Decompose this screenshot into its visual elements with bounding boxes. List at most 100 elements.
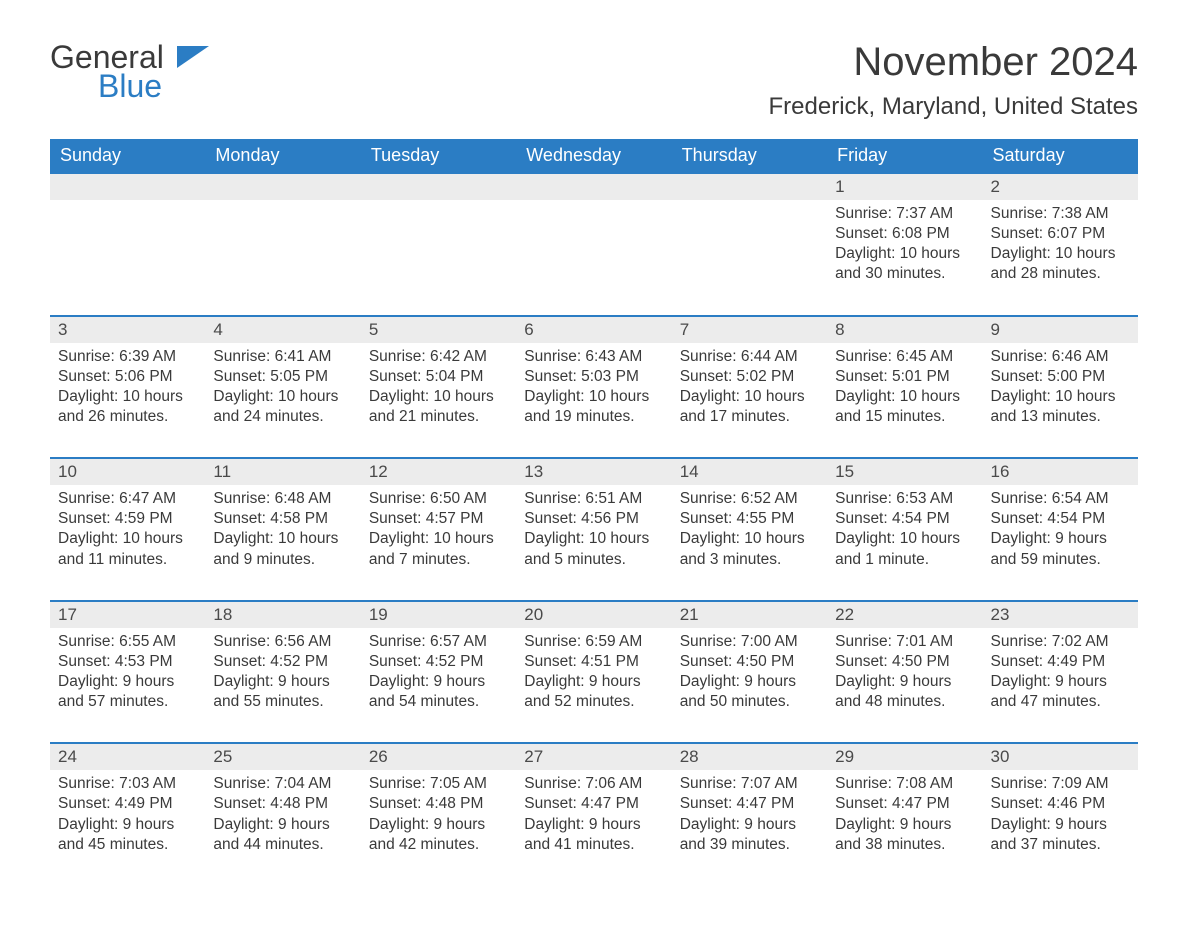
sunrise-line: Sunrise: 6:51 AM — [524, 489, 663, 509]
week-row: 17Sunrise: 6:55 AMSunset: 4:53 PMDayligh… — [50, 601, 1138, 744]
sunset-line: Sunset: 4:55 PM — [680, 509, 819, 529]
daylight-line: Daylight: 10 hours and 13 minutes. — [991, 387, 1130, 427]
day-details: Sunrise: 7:00 AMSunset: 4:50 PMDaylight:… — [672, 628, 827, 713]
daylight-line: Daylight: 9 hours and 37 minutes. — [991, 815, 1130, 855]
day-cell: 19Sunrise: 6:57 AMSunset: 4:52 PMDayligh… — [361, 601, 516, 744]
daylight-line: Daylight: 9 hours and 42 minutes. — [369, 815, 508, 855]
sunrise-line: Sunrise: 6:42 AM — [369, 347, 508, 367]
title-block: November 2024 Frederick, Maryland, Unite… — [769, 40, 1138, 121]
day-details: Sunrise: 6:43 AMSunset: 5:03 PMDaylight:… — [516, 343, 671, 428]
daylight-line: Daylight: 9 hours and 52 minutes. — [524, 672, 663, 712]
sunrise-line: Sunrise: 6:53 AM — [835, 489, 974, 509]
sunset-line: Sunset: 5:01 PM — [835, 367, 974, 387]
day-cell: 13Sunrise: 6:51 AMSunset: 4:56 PMDayligh… — [516, 458, 671, 601]
location: Frederick, Maryland, United States — [769, 93, 1138, 121]
sunset-line: Sunset: 4:52 PM — [213, 652, 352, 672]
day-details: Sunrise: 6:51 AMSunset: 4:56 PMDaylight:… — [516, 485, 671, 570]
day-number: 11 — [205, 459, 360, 485]
day-number: 1 — [827, 174, 982, 200]
day-cell: 8Sunrise: 6:45 AMSunset: 5:01 PMDaylight… — [827, 316, 982, 459]
sunset-line: Sunset: 6:07 PM — [991, 224, 1130, 244]
daylight-line: Daylight: 9 hours and 41 minutes. — [524, 815, 663, 855]
logo-text: General Blue — [50, 40, 209, 101]
day-details: Sunrise: 7:09 AMSunset: 4:46 PMDaylight:… — [983, 770, 1138, 855]
dayname-friday: Friday — [827, 139, 982, 173]
sunset-line: Sunset: 4:52 PM — [369, 652, 508, 672]
daylight-line: Daylight: 10 hours and 5 minutes. — [524, 529, 663, 569]
dayname-wednesday: Wednesday — [516, 139, 671, 173]
day-details: Sunrise: 6:45 AMSunset: 5:01 PMDaylight:… — [827, 343, 982, 428]
day-cell: 29Sunrise: 7:08 AMSunset: 4:47 PMDayligh… — [827, 743, 982, 885]
day-cell: 7Sunrise: 6:44 AMSunset: 5:02 PMDaylight… — [672, 316, 827, 459]
day-number: 14 — [672, 459, 827, 485]
daylight-line: Daylight: 10 hours and 26 minutes. — [58, 387, 197, 427]
day-cell — [361, 173, 516, 316]
day-cell — [50, 173, 205, 316]
sunset-line: Sunset: 4:50 PM — [835, 652, 974, 672]
daylight-line: Daylight: 9 hours and 59 minutes. — [991, 529, 1130, 569]
day-number: 12 — [361, 459, 516, 485]
dayname-sunday: Sunday — [50, 139, 205, 173]
day-number: 7 — [672, 317, 827, 343]
day-details: Sunrise: 6:55 AMSunset: 4:53 PMDaylight:… — [50, 628, 205, 713]
day-cell: 2Sunrise: 7:38 AMSunset: 6:07 PMDaylight… — [983, 173, 1138, 316]
day-number: 5 — [361, 317, 516, 343]
header: General Blue November 2024 Frederick, Ma… — [50, 40, 1138, 121]
day-number: 8 — [827, 317, 982, 343]
day-details: Sunrise: 7:01 AMSunset: 4:50 PMDaylight:… — [827, 628, 982, 713]
sunset-line: Sunset: 4:59 PM — [58, 509, 197, 529]
calendar-body: 1Sunrise: 7:37 AMSunset: 6:08 PMDaylight… — [50, 173, 1138, 885]
day-details: Sunrise: 6:42 AMSunset: 5:04 PMDaylight:… — [361, 343, 516, 428]
dayname-tuesday: Tuesday — [361, 139, 516, 173]
sunset-line: Sunset: 4:47 PM — [835, 794, 974, 814]
day-cell: 24Sunrise: 7:03 AMSunset: 4:49 PMDayligh… — [50, 743, 205, 885]
day-cell: 11Sunrise: 6:48 AMSunset: 4:58 PMDayligh… — [205, 458, 360, 601]
day-number-empty — [672, 174, 827, 200]
daylight-line: Daylight: 10 hours and 21 minutes. — [369, 387, 508, 427]
sunset-line: Sunset: 4:51 PM — [524, 652, 663, 672]
sunset-line: Sunset: 4:53 PM — [58, 652, 197, 672]
day-details: Sunrise: 6:57 AMSunset: 4:52 PMDaylight:… — [361, 628, 516, 713]
day-number-empty — [361, 174, 516, 200]
day-number: 19 — [361, 602, 516, 628]
day-details: Sunrise: 7:02 AMSunset: 4:49 PMDaylight:… — [983, 628, 1138, 713]
day-details: Sunrise: 6:53 AMSunset: 4:54 PMDaylight:… — [827, 485, 982, 570]
day-number: 2 — [983, 174, 1138, 200]
sunrise-line: Sunrise: 6:59 AM — [524, 632, 663, 652]
day-number: 26 — [361, 744, 516, 770]
sunset-line: Sunset: 4:47 PM — [680, 794, 819, 814]
day-cell: 23Sunrise: 7:02 AMSunset: 4:49 PMDayligh… — [983, 601, 1138, 744]
day-cell: 20Sunrise: 6:59 AMSunset: 4:51 PMDayligh… — [516, 601, 671, 744]
day-number: 21 — [672, 602, 827, 628]
day-cell: 4Sunrise: 6:41 AMSunset: 5:05 PMDaylight… — [205, 316, 360, 459]
sunrise-line: Sunrise: 6:46 AM — [991, 347, 1130, 367]
daylight-line: Daylight: 9 hours and 55 minutes. — [213, 672, 352, 712]
sunrise-line: Sunrise: 7:03 AM — [58, 774, 197, 794]
sunrise-line: Sunrise: 6:54 AM — [991, 489, 1130, 509]
sunset-line: Sunset: 6:08 PM — [835, 224, 974, 244]
sunrise-line: Sunrise: 7:00 AM — [680, 632, 819, 652]
week-row: 3Sunrise: 6:39 AMSunset: 5:06 PMDaylight… — [50, 316, 1138, 459]
day-details: Sunrise: 7:07 AMSunset: 4:47 PMDaylight:… — [672, 770, 827, 855]
day-details: Sunrise: 6:50 AMSunset: 4:57 PMDaylight:… — [361, 485, 516, 570]
day-details: Sunrise: 6:39 AMSunset: 5:06 PMDaylight:… — [50, 343, 205, 428]
day-cell: 14Sunrise: 6:52 AMSunset: 4:55 PMDayligh… — [672, 458, 827, 601]
daylight-line: Daylight: 10 hours and 28 minutes. — [991, 244, 1130, 284]
week-row: 10Sunrise: 6:47 AMSunset: 4:59 PMDayligh… — [50, 458, 1138, 601]
day-number: 18 — [205, 602, 360, 628]
sunset-line: Sunset: 5:05 PM — [213, 367, 352, 387]
sunrise-line: Sunrise: 6:55 AM — [58, 632, 197, 652]
logo: General Blue — [50, 40, 209, 101]
day-details: Sunrise: 6:59 AMSunset: 4:51 PMDaylight:… — [516, 628, 671, 713]
sunset-line: Sunset: 4:54 PM — [835, 509, 974, 529]
sunrise-line: Sunrise: 6:43 AM — [524, 347, 663, 367]
day-details: Sunrise: 7:37 AMSunset: 6:08 PMDaylight:… — [827, 200, 982, 285]
day-cell: 27Sunrise: 7:06 AMSunset: 4:47 PMDayligh… — [516, 743, 671, 885]
day-number: 15 — [827, 459, 982, 485]
sunrise-line: Sunrise: 7:04 AM — [213, 774, 352, 794]
sunset-line: Sunset: 4:57 PM — [369, 509, 508, 529]
sunset-line: Sunset: 5:03 PM — [524, 367, 663, 387]
day-number: 22 — [827, 602, 982, 628]
day-cell: 30Sunrise: 7:09 AMSunset: 4:46 PMDayligh… — [983, 743, 1138, 885]
day-number: 23 — [983, 602, 1138, 628]
